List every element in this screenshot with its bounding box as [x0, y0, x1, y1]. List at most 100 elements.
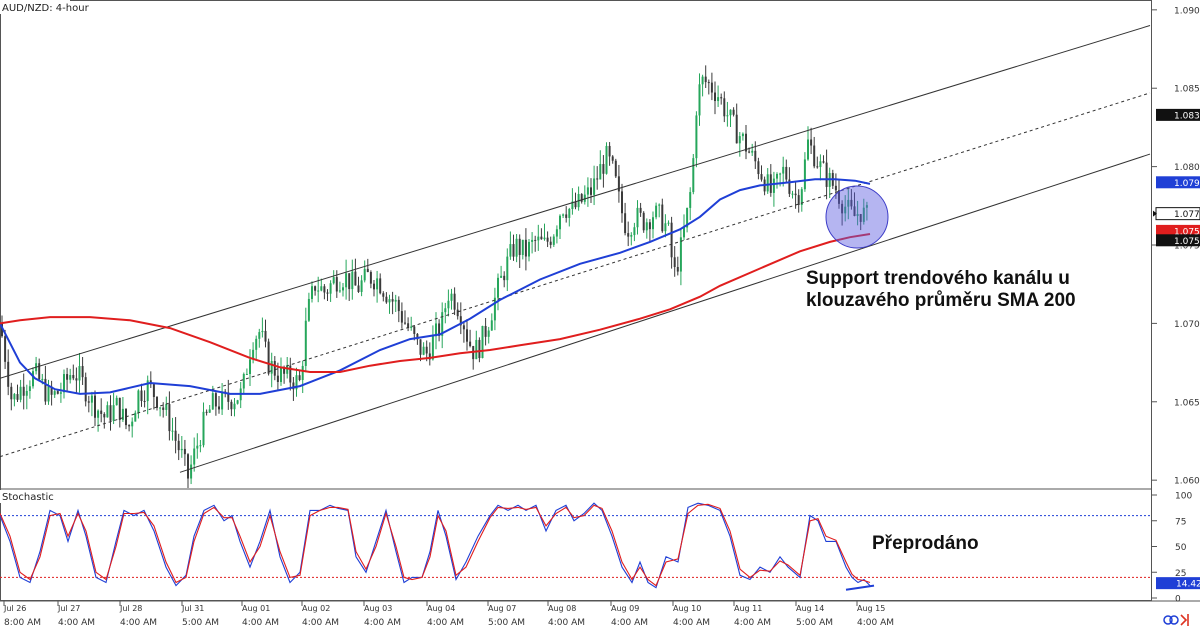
candle-body [190, 464, 193, 479]
candle-body [174, 430, 177, 441]
candle-body [444, 308, 447, 313]
candle-body [103, 413, 106, 418]
candle-body [419, 339, 422, 355]
price-tick-label: 1.0650 [1174, 398, 1200, 408]
candle-body [373, 283, 375, 290]
time-tick-time: 4:00 AM [302, 618, 339, 628]
stochastic-series [0, 502, 1152, 591]
candle-body [723, 98, 726, 117]
candle-body [236, 400, 239, 404]
candle-body [586, 187, 589, 195]
candle-body [732, 109, 735, 115]
candle-body [314, 286, 317, 291]
candle-body [735, 114, 738, 144]
candle-body [69, 375, 72, 380]
candle-body [376, 278, 379, 290]
time-tick-day: Aug 02 [302, 604, 330, 613]
time-tick-time: 4:00 AM [857, 618, 894, 628]
candle-body [273, 361, 276, 376]
candle-body [633, 227, 636, 236]
candle-body [757, 161, 760, 175]
time-tick-time: 5:00 AM [796, 618, 833, 628]
candle-body [748, 151, 751, 153]
candle-body [608, 145, 611, 157]
candle-body [462, 325, 465, 330]
candle-body [63, 374, 65, 393]
candle-body [252, 349, 255, 360]
candle-body [109, 405, 112, 421]
candle-body [338, 290, 341, 292]
candle-body [59, 392, 62, 394]
price-label-bg [1156, 224, 1200, 237]
candle-body [348, 273, 351, 290]
chart-frame [0, 0, 1152, 601]
candle-body [456, 309, 459, 317]
candle-body [571, 201, 574, 209]
time-tick-time: 4:00 AM [611, 618, 648, 628]
candle-body [211, 393, 214, 410]
candle-body [813, 145, 816, 167]
candle-body [140, 390, 143, 401]
candle-body [621, 191, 623, 214]
candle-body [493, 297, 496, 321]
candle-body [171, 430, 174, 432]
candle-body [249, 359, 251, 374]
candle-body [720, 97, 723, 99]
candle-body [803, 159, 806, 190]
candle-body [323, 286, 326, 293]
candle-body [776, 173, 778, 179]
candle-body [797, 195, 800, 205]
candle-body [537, 236, 540, 241]
candle-body [134, 412, 137, 422]
candle-body [543, 237, 546, 240]
time-tick-time: 5:00 AM [488, 618, 525, 628]
price-label-text: 1.0759 [1174, 227, 1200, 237]
candle-body [524, 239, 527, 257]
go-to-realtime-icon[interactable] [1180, 614, 1189, 626]
candle-body [75, 378, 78, 381]
candle-body [428, 353, 431, 360]
time-tick-time: 4:00 AM [548, 618, 585, 628]
channel-lower-line [179, 153, 1151, 473]
candle-body [143, 400, 146, 402]
candle-body [152, 384, 155, 398]
candle-body [196, 445, 199, 449]
candle-body [208, 409, 211, 413]
link-icon[interactable] [1163, 615, 1179, 625]
time-tick-day: Jul 31 [181, 604, 204, 613]
price-label-text: 1.0833 [1174, 111, 1200, 121]
candle-body [568, 208, 571, 218]
candle-body [276, 375, 279, 382]
candle-body [307, 298, 310, 321]
oversold-annotation: Přeprodáno [872, 533, 979, 554]
candle-body [788, 179, 791, 194]
time-tick-time: 8:00 AM [4, 618, 41, 628]
time-tick-day: Aug 15 [857, 604, 885, 613]
candle-body [38, 363, 41, 380]
time-tick-day: Aug 09 [611, 604, 639, 613]
candle-body [329, 283, 332, 294]
candle-body [847, 199, 850, 207]
candle-body [425, 346, 428, 354]
candle-body [255, 338, 258, 350]
candle-body [112, 405, 115, 421]
price-label-bg [1156, 234, 1200, 247]
candle-body [478, 339, 481, 359]
candle-body [785, 166, 788, 180]
price-tick-label: 1.0850 [1174, 85, 1200, 95]
candle-body [506, 256, 509, 281]
candle-body [187, 454, 189, 479]
time-tick-day: Jul 28 [119, 604, 142, 613]
time-tick-time: 4:00 AM [242, 618, 279, 628]
candle-body [245, 373, 248, 375]
candle-body [686, 207, 689, 228]
candle-body [261, 330, 264, 333]
candle-body [360, 280, 363, 292]
candle-body [459, 316, 462, 326]
candle-body [453, 293, 456, 310]
candle-body [707, 82, 710, 84]
candle-body [230, 401, 233, 410]
candle-body [137, 390, 140, 413]
